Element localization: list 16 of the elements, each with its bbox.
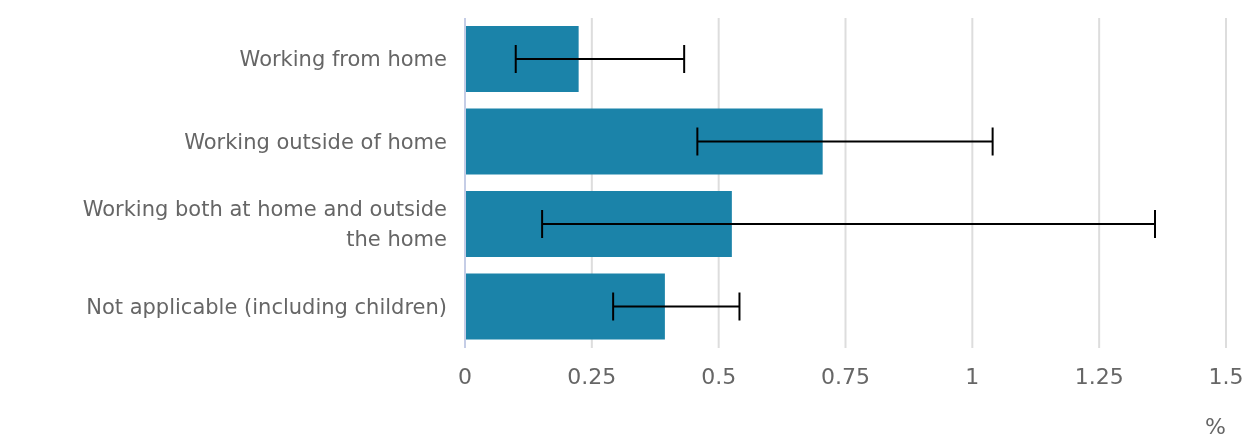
x-tick-label: 1.5 (1208, 363, 1244, 389)
x-tick-label: 0.25 (567, 363, 617, 389)
bar (465, 26, 579, 92)
y-tick-label: Working outside of home (184, 129, 447, 154)
x-tick-label: 1 (965, 363, 980, 389)
y-tick-label: Working from home (239, 47, 447, 72)
bar (465, 108, 823, 175)
bar (465, 191, 732, 257)
x-tick-label: 0.5 (701, 363, 737, 389)
y-tick-label: Not applicable (including children) (86, 294, 447, 319)
x-tick-label: 0.75 (821, 363, 870, 389)
y-tick-label: Working both at home and outside the home (82, 197, 447, 252)
bar (465, 273, 665, 340)
x-axis-title: % (1205, 414, 1226, 434)
x-tick-label: 0 (458, 363, 472, 389)
x-tick-label: 1.25 (1074, 363, 1124, 389)
